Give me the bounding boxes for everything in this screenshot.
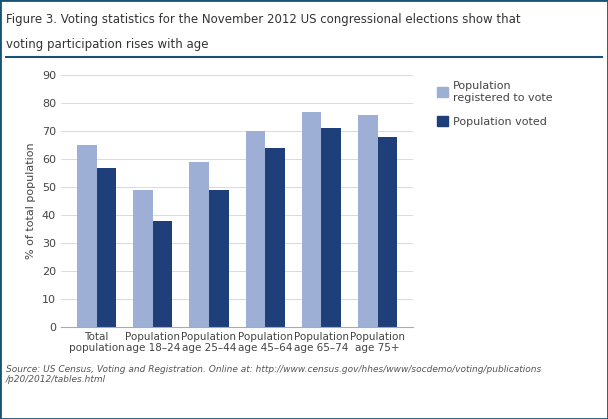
Bar — [97, 168, 116, 327]
Bar — [265, 148, 285, 327]
Text: World of Labor: World of Labor — [505, 398, 565, 407]
Text: IZA: IZA — [521, 375, 549, 390]
Bar — [378, 137, 398, 327]
Bar — [209, 190, 229, 327]
Bar — [77, 145, 97, 327]
Bar — [322, 129, 341, 327]
Bar — [153, 221, 173, 327]
Y-axis label: % of total population: % of total population — [26, 143, 36, 259]
Text: Source: US Census, Voting and Registration. Online at: http://www.census.gov/hhe: Source: US Census, Voting and Registrati… — [6, 365, 541, 384]
Text: Figure 3. Voting statistics for the November 2012 US congressional elections sho: Figure 3. Voting statistics for the Nove… — [6, 13, 520, 26]
Bar — [358, 114, 378, 327]
Bar — [302, 112, 322, 327]
Bar — [246, 131, 265, 327]
Bar — [189, 162, 209, 327]
Bar — [133, 190, 153, 327]
Legend: Population
registered to vote, Population voted: Population registered to vote, Populatio… — [437, 81, 553, 127]
Text: voting participation rises with age: voting participation rises with age — [6, 38, 209, 51]
